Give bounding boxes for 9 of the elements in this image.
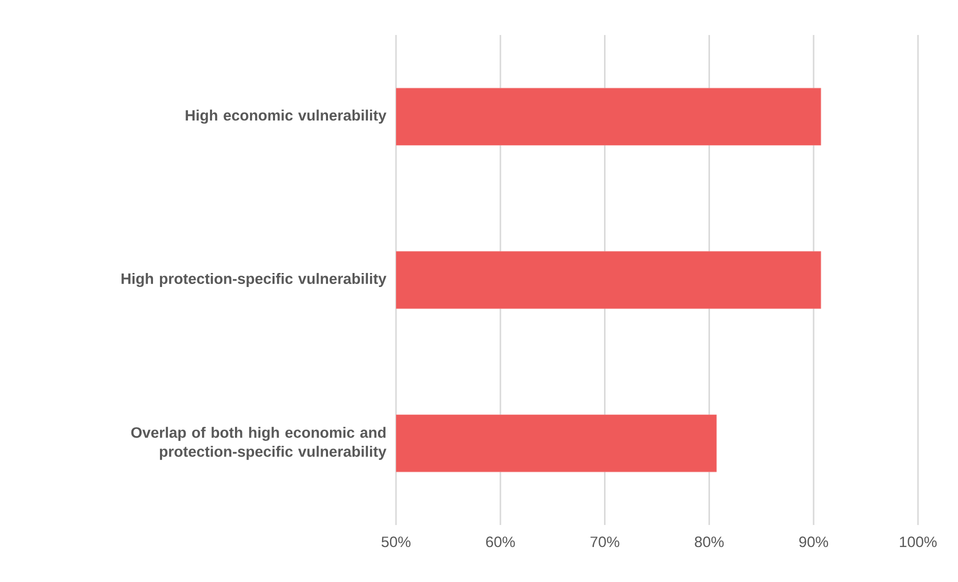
x-tick-label: 100%: [900, 536, 937, 548]
x-tick-label: 80%: [694, 536, 724, 548]
x-tick-label: 90%: [799, 536, 828, 548]
x-tick-label: 70%: [590, 536, 620, 548]
y-tick-label: High economic vulnerability: [186, 110, 386, 124]
y-tick-label: Overlap of both high economic and protection-specific vulnerability: [131, 426, 386, 460]
x-tick-label: 60%: [486, 536, 515, 548]
x-tick-label: 50%: [382, 536, 410, 548]
y-tick-label: High protection-specific vulnerability: [122, 272, 386, 288]
